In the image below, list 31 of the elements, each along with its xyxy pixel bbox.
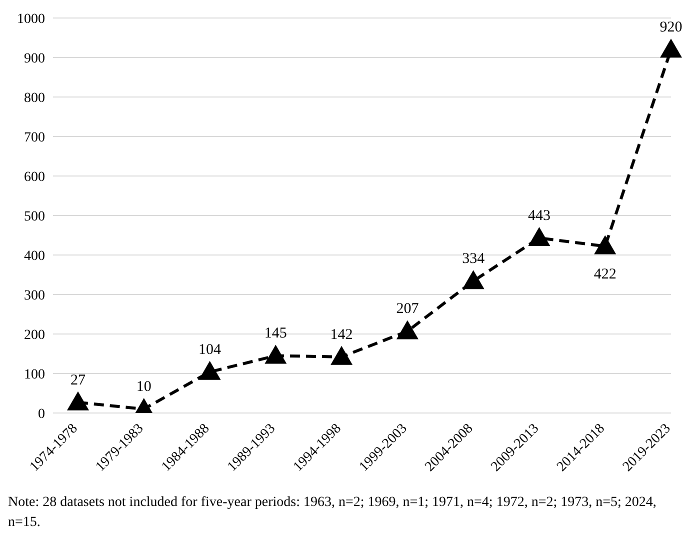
data-label: 142 bbox=[330, 326, 353, 343]
point bbox=[198, 360, 221, 380]
data-label: 207 bbox=[396, 301, 420, 318]
y-tick-label: 400 bbox=[24, 248, 45, 264]
point bbox=[660, 38, 682, 58]
y-tick-label: 1000 bbox=[17, 12, 45, 27]
data-label: 104 bbox=[198, 342, 222, 358]
y-tick-label: 700 bbox=[24, 130, 45, 146]
y-tick-label: 600 bbox=[24, 170, 45, 185]
data-label: 334 bbox=[462, 251, 486, 268]
y-tick-label: 0 bbox=[38, 406, 45, 422]
y-tick-label: 200 bbox=[24, 328, 45, 343]
point bbox=[396, 320, 418, 340]
y-tick-label: 800 bbox=[24, 90, 45, 106]
text: Note: 28 datasets not included for five-year periods: 1963, n=2; 1969, n=1; 1971, n=4; 1972, n=2; 1973, n=5; 2024, n=15. bbox=[8, 494, 658, 532]
data-label: 145 bbox=[264, 326, 287, 342]
point bbox=[67, 391, 89, 410]
point bbox=[528, 227, 550, 246]
data-label: 10 bbox=[136, 379, 152, 396]
y-tick-label: 500 bbox=[24, 209, 45, 224]
y-tick-label: 900 bbox=[24, 51, 45, 66]
data-label: 920 bbox=[660, 20, 682, 36]
y-tick-label: 300 bbox=[24, 288, 45, 304]
data-label: 443 bbox=[528, 208, 550, 224]
y-tick-label: 100 bbox=[24, 367, 45, 382]
point bbox=[594, 235, 616, 254]
point bbox=[330, 346, 353, 365]
data-label: 27 bbox=[70, 372, 86, 388]
point bbox=[462, 270, 484, 290]
data-label: 422 bbox=[594, 266, 616, 282]
point bbox=[264, 344, 287, 364]
